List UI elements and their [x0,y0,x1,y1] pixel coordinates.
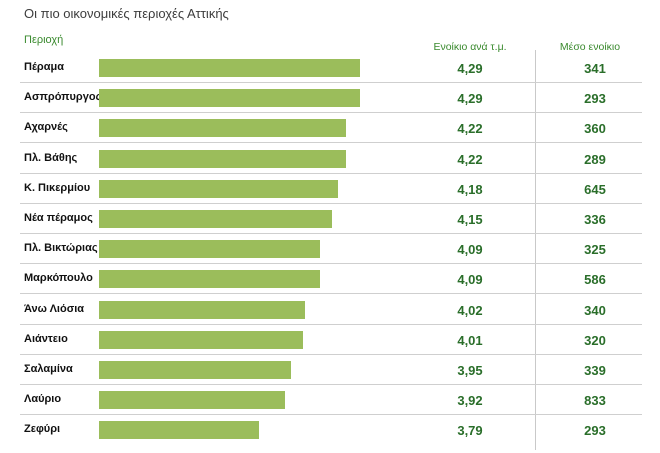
table-row: Ζεφύρι 3,79 293 [20,415,642,445]
bar [99,59,360,77]
region-label: Άνω Λιόσια [24,302,85,315]
price-per-sqm-label: 4,22 [457,121,483,137]
table-row: Άνω Λιόσια 4,02 340 [20,295,642,325]
price-per-sqm-label: 4,09 [457,272,483,288]
avg-rent-label: 289 [584,151,606,167]
price-per-sqm-label: 4,09 [457,242,483,258]
region-label: Πλ. Βικτώριας [24,242,98,255]
avg-rent-label: 360 [584,121,606,137]
bar [99,89,360,108]
table-row: Μαρκόπουλο 4,09 586 [20,264,642,295]
region-label: Σαλαμίνα [24,363,73,375]
bar [99,270,320,289]
row-divider [20,263,642,265]
region-label: Νέα πέραμος [24,212,93,224]
table-row: Ασπρόπυργος 4,29 293 [20,83,642,114]
region-label: Πέραμα [24,61,64,73]
table-row: Λαύριο 3,92 833 [20,385,642,416]
bar [99,300,306,319]
price-per-sqm-label: 3,79 [457,423,483,439]
price-per-sqm-label: 4,29 [457,91,483,107]
row-divider [20,353,642,355]
row-divider [20,172,642,174]
row-divider [20,82,642,83]
row-divider [20,384,642,385]
column-divider [535,50,536,450]
price-per-sqm-label: 4,22 [457,151,483,167]
price-per-sqm-label: 4,02 [457,302,483,318]
table-row: Αχαρνές 4,22 360 [20,113,642,144]
price-per-sqm-label: 4,15 [457,212,483,227]
region-label: Μαρκόπουλο [24,272,93,285]
avg-rent-label: 586 [584,272,606,288]
avg-rent-label: 340 [584,302,606,318]
bar [99,391,286,410]
avg-rent-label: 293 [584,423,606,439]
row-divider [20,112,642,114]
avg-rent-label: 645 [584,181,606,197]
region-label: Λαύριο [24,393,62,406]
table-row: Σαλαμίνα 3,95 339 [20,355,642,385]
price-per-sqm-label: 3,95 [457,363,483,378]
region-label: Ζεφύρι [24,423,61,436]
avg-rent-label: 833 [584,393,606,409]
bar [99,361,292,379]
region-label: Πλ. Βάθης [24,151,78,164]
price-per-sqm-label: 3,92 [457,393,483,409]
region-label: Αχαρνές [24,121,68,134]
avg-rent-label: 320 [584,332,606,348]
row-divider [20,233,642,234]
avg-rent-label: 341 [584,61,606,76]
avg-rent-column-header: Μέσο ενοίκιο [559,41,621,53]
bar [99,119,346,138]
price-per-sqm-label: 4,18 [457,181,483,197]
region-label: Ασπρόπυργος [24,91,102,104]
avg-rent-label: 325 [584,242,606,258]
bar [99,210,332,228]
avg-rent-label: 339 [584,363,606,378]
table-row: Νέα πέραμος 4,15 336 [20,204,642,234]
table-row: Κ. Πικερμίου 4,18 645 [20,174,642,204]
region-column-header: Περιοχή [24,34,64,46]
table-row: Πέραμα 4,29 341 [20,53,642,83]
bar [99,149,346,168]
row-divider [20,202,642,204]
avg-rent-label: 336 [584,212,606,227]
price-per-sqm-label: 4,01 [457,332,483,348]
price-per-sqm-column-header: Ενοίκιο ανά τ.μ. [433,41,507,53]
row-divider [20,293,642,295]
bar [99,421,259,440]
table-row: Πλ. Βικτώριας 4,09 325 [20,234,642,265]
bar [99,179,338,198]
region-label: Αιάντειο [24,332,68,345]
avg-rent-label: 293 [584,91,606,107]
row-divider [20,142,642,144]
chart-title: Οι πιο οικονομικές περιοχές Αττικής [24,6,229,21]
region-label: Κ. Πικερμίου [24,181,91,194]
row-divider [20,414,642,416]
table-row: Αιάντειο 4,01 320 [20,325,642,355]
table-row: Πλ. Βάθης 4,22 289 [20,144,642,174]
row-divider [20,323,642,325]
bar [99,330,304,349]
bar [99,240,320,259]
price-per-sqm-label: 4,29 [457,61,483,76]
